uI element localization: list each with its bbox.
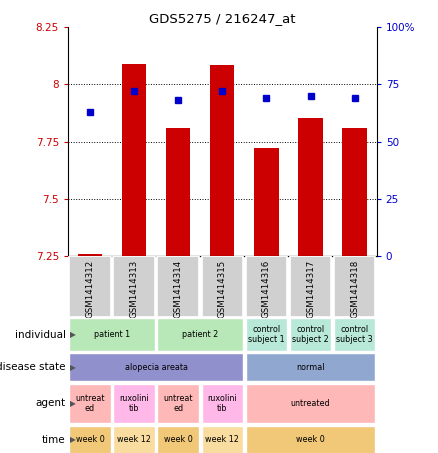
Text: disease state: disease state <box>0 362 66 372</box>
Bar <box>69 256 111 317</box>
Bar <box>113 426 155 453</box>
Bar <box>157 426 199 453</box>
Text: week 0: week 0 <box>296 435 325 444</box>
Text: ▶: ▶ <box>70 435 76 444</box>
Text: week 12: week 12 <box>205 435 239 444</box>
Bar <box>246 318 287 351</box>
Text: patient 1: patient 1 <box>94 330 130 339</box>
Text: ▶: ▶ <box>70 330 76 339</box>
Bar <box>166 128 190 256</box>
Text: time: time <box>42 434 66 445</box>
Bar <box>122 64 146 256</box>
Text: patient 2: patient 2 <box>182 330 219 339</box>
Bar <box>78 254 102 256</box>
Title: GDS5275 / 216247_at: GDS5275 / 216247_at <box>149 12 296 24</box>
Text: alopecia areata: alopecia areata <box>125 363 187 371</box>
Text: ruxolini
tib: ruxolini tib <box>119 394 149 413</box>
Bar <box>113 256 155 317</box>
Bar <box>69 318 155 351</box>
Bar <box>113 384 155 423</box>
Text: individual: individual <box>15 329 66 340</box>
Text: GSM1414318: GSM1414318 <box>350 260 359 318</box>
Text: untreat
ed: untreat ed <box>163 394 193 413</box>
Bar <box>246 384 375 423</box>
Bar <box>69 353 243 381</box>
Bar <box>201 426 243 453</box>
Text: control
subject 2: control subject 2 <box>292 325 329 344</box>
Bar <box>298 117 323 256</box>
Text: control
subject 3: control subject 3 <box>336 325 373 344</box>
Bar <box>334 318 375 351</box>
Text: week 0: week 0 <box>164 435 193 444</box>
Text: GSM1414313: GSM1414313 <box>130 260 138 318</box>
Bar <box>290 256 331 317</box>
Text: control
subject 1: control subject 1 <box>248 325 285 344</box>
Text: week 0: week 0 <box>76 435 104 444</box>
Text: ruxolini
tib: ruxolini tib <box>208 394 237 413</box>
Text: GSM1414317: GSM1414317 <box>306 260 315 318</box>
Text: untreat
ed: untreat ed <box>75 394 105 413</box>
Text: ▶: ▶ <box>70 363 76 371</box>
Bar <box>254 149 279 256</box>
Text: agent: agent <box>35 398 66 409</box>
Bar <box>201 384 243 423</box>
Text: untreated: untreated <box>291 399 330 408</box>
Bar <box>290 318 331 351</box>
Bar <box>246 426 375 453</box>
Text: GSM1414314: GSM1414314 <box>174 260 183 318</box>
Bar <box>157 384 199 423</box>
Bar <box>157 256 199 317</box>
Text: week 12: week 12 <box>117 435 151 444</box>
Bar <box>69 384 111 423</box>
Bar <box>210 65 234 256</box>
Bar <box>157 318 243 351</box>
Text: GSM1414312: GSM1414312 <box>85 260 95 318</box>
Text: GSM1414315: GSM1414315 <box>218 260 227 318</box>
Text: normal: normal <box>296 363 325 371</box>
Bar <box>246 256 287 317</box>
Text: ▶: ▶ <box>70 399 76 408</box>
Bar <box>334 256 375 317</box>
Bar <box>246 353 375 381</box>
Bar <box>201 256 243 317</box>
Text: GSM1414316: GSM1414316 <box>262 260 271 318</box>
Bar <box>343 128 367 256</box>
Bar <box>69 426 111 453</box>
